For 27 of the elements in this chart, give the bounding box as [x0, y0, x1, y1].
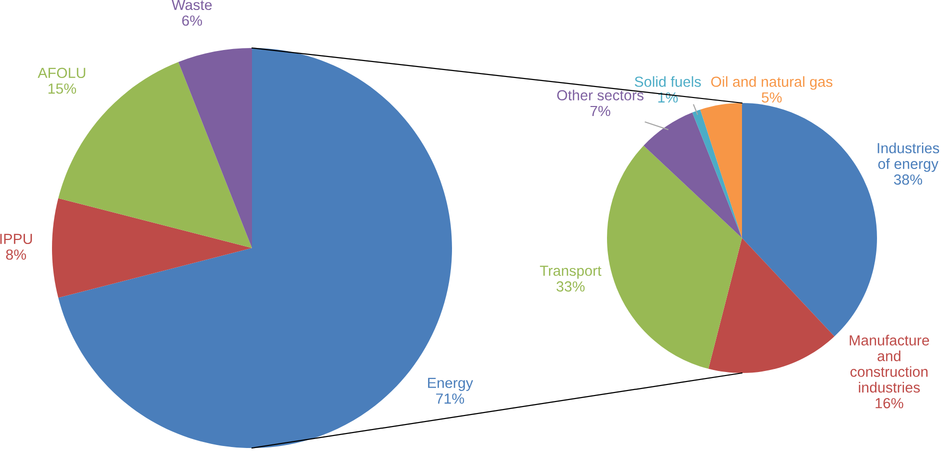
data-label: 8% — [6, 249, 26, 260]
slice-label: Energy — [428, 378, 474, 391]
pie-slice — [692, 110, 742, 238]
slice-label: IPPU — [0, 234, 32, 244]
data-label: 15% — [48, 84, 76, 94]
data-label: 71% — [436, 394, 464, 404]
pie-slice — [742, 103, 877, 336]
slice-label: Industries of energy — [878, 142, 940, 172]
slice-label: Solid fuels — [634, 76, 701, 87]
pie-slice — [178, 48, 252, 248]
pie-slice — [644, 112, 742, 238]
slice-label: AFOLU — [38, 68, 86, 78]
slice-label: Other sectors — [557, 90, 644, 100]
data-label: 33% — [556, 281, 585, 292]
pie-slice — [700, 103, 742, 238]
slice-label: Transport — [540, 266, 602, 279]
pie-slice — [607, 146, 742, 369]
slice-label: Manufacture and construction industries — [850, 334, 930, 393]
data-label: 7% — [590, 106, 610, 116]
pie-slice — [708, 238, 834, 373]
data-label: 6% — [182, 15, 202, 26]
data-label: 38% — [894, 174, 922, 185]
slice-label: Waste — [172, 0, 212, 10]
pie-slice — [52, 198, 252, 298]
data-label: 5% — [762, 92, 782, 103]
slice-label: Oil and natural gas — [711, 76, 832, 90]
data-label: 16% — [876, 398, 904, 408]
